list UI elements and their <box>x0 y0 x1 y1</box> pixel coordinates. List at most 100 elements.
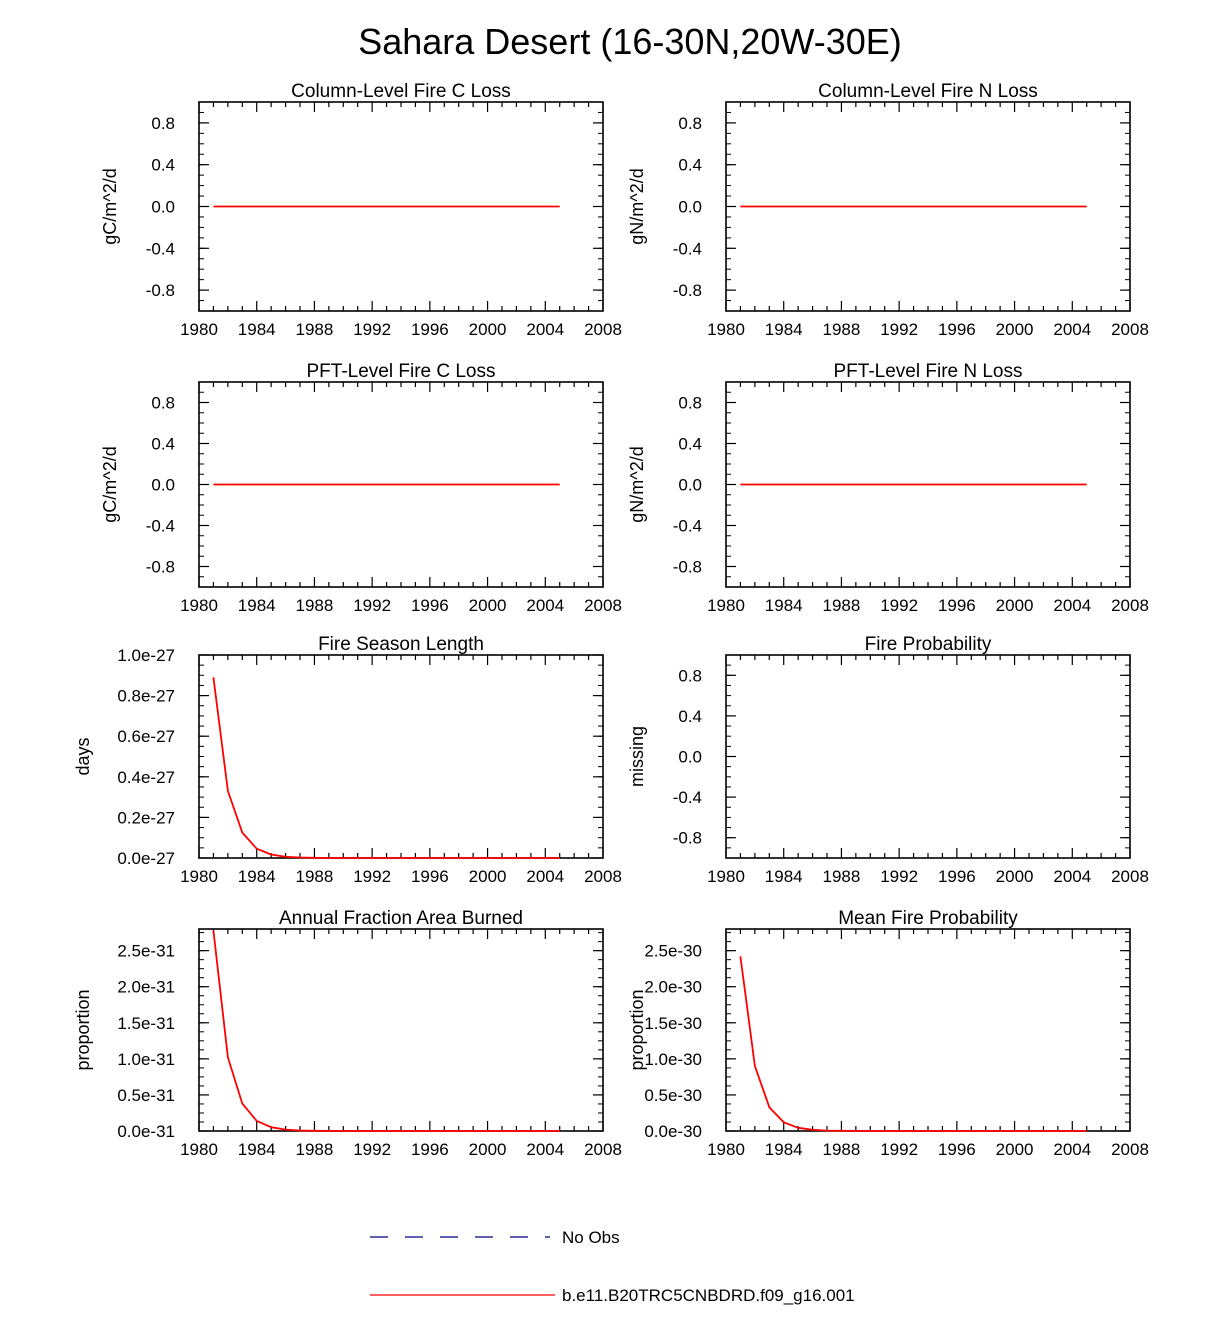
y-axis-label: proportion <box>627 989 647 1070</box>
x-tick-label: 1988 <box>296 1140 334 1159</box>
y-tick-label: 2.5e-31 <box>117 942 175 961</box>
x-tick-label: 1980 <box>707 596 745 615</box>
x-tick-label: 2000 <box>469 596 507 615</box>
x-tick-label: 1992 <box>880 1140 918 1159</box>
series-line-model <box>212 930 560 1132</box>
y-tick-label: 0.4 <box>678 707 702 726</box>
x-tick-label: 1980 <box>180 867 218 886</box>
legend: No Obs b.e11.B20TRC5CNBDRD.f09_g16.001 <box>370 1228 855 1305</box>
x-tick-label: 2008 <box>1111 867 1149 886</box>
x-tick-label: 2004 <box>1053 867 1091 886</box>
y-tick-label: 0.8 <box>678 394 702 413</box>
x-tick-label: 1984 <box>765 1140 803 1159</box>
x-tick-label: 2004 <box>526 320 564 339</box>
x-tick-label: 1996 <box>938 320 976 339</box>
y-axis-label: proportion <box>73 989 93 1070</box>
x-tick-label: 1984 <box>238 867 276 886</box>
x-tick-label: 2004 <box>1053 1140 1091 1159</box>
plot-frame <box>725 654 1131 859</box>
x-tick-label: 2008 <box>584 867 622 886</box>
x-tick-label: 1984 <box>765 596 803 615</box>
panel-7: Mean Fire Probability proportion 1980 1984 1… <box>627 908 1149 1159</box>
y-tick-label: 0.6e-27 <box>117 727 175 746</box>
y-tick-label: 0.4 <box>678 435 702 454</box>
panel-5: Fire Probability missing 1980 1984 1988 1992 1… <box>627 634 1149 886</box>
x-tick-label: 1992 <box>880 320 918 339</box>
x-tick-label: 1992 <box>353 867 391 886</box>
y-tick-label: 0.0e-30 <box>644 1122 702 1141</box>
y-axis-label: gC/m^2/d <box>100 446 120 522</box>
y-tick-label: 0.8e-27 <box>117 687 175 706</box>
x-tick-label: 2004 <box>1053 596 1091 615</box>
x-tick-label: 1988 <box>296 596 334 615</box>
y-tick-label: 0.0 <box>678 198 702 217</box>
y-tick-label: 0.0e-27 <box>117 849 175 868</box>
x-tick-label: 1996 <box>411 1140 449 1159</box>
y-tick-label: 0.0 <box>678 748 702 767</box>
x-tick-label: 1988 <box>823 1140 861 1159</box>
x-tick-label: 1988 <box>823 320 861 339</box>
y-tick-label: 0.4e-27 <box>117 768 175 787</box>
x-tick-label: 1984 <box>765 867 803 886</box>
x-tick-label: 2000 <box>469 867 507 886</box>
x-tick-label: 1984 <box>238 1140 276 1159</box>
panel-4: Fire Season Length days 1980 1984 1988 1992 19… <box>73 634 622 886</box>
y-axis-label: missing <box>627 726 647 787</box>
y-axis-label: gC/m^2/d <box>100 168 120 244</box>
x-tick-label: 1996 <box>938 596 976 615</box>
x-tick-label: 1996 <box>938 867 976 886</box>
x-tick-label: 2008 <box>584 320 622 339</box>
y-axis-label: gN/m^2/d <box>627 168 647 244</box>
x-tick-label: 2004 <box>526 867 564 886</box>
figure-title: Sahara Desert (16-30N,20W-30E) <box>358 21 902 62</box>
plot-frame <box>725 928 1131 1132</box>
x-tick-label: 2004 <box>526 1140 564 1159</box>
x-tick-label: 2004 <box>1053 320 1091 339</box>
x-tick-label: 1996 <box>411 596 449 615</box>
y-tick-label: -0.8 <box>146 558 175 577</box>
y-tick-label: -0.4 <box>673 788 702 807</box>
x-tick-label: 1980 <box>180 596 218 615</box>
panel-title: Column-Level Fire N Loss <box>818 81 1038 102</box>
y-tick-label: -0.4 <box>673 517 702 536</box>
y-axis-label: days <box>73 737 93 775</box>
y-tick-label: 1.0e-31 <box>117 1050 175 1069</box>
plot-frame <box>198 654 604 859</box>
x-tick-label: 1984 <box>238 320 276 339</box>
panel-title: PFT-Level Fire C Loss <box>307 361 496 382</box>
x-tick-label: 1992 <box>880 867 918 886</box>
x-tick-label: 1980 <box>180 320 218 339</box>
x-tick-label: 2000 <box>469 320 507 339</box>
x-tick-label: 2008 <box>1111 596 1149 615</box>
y-tick-label: 2.0e-31 <box>117 978 175 997</box>
x-tick-label: 1980 <box>707 320 745 339</box>
x-tick-label: 2008 <box>1111 1140 1149 1159</box>
x-tick-label: 1980 <box>180 1140 218 1159</box>
x-tick-label: 1980 <box>707 1140 745 1159</box>
panel-title: Column-Level Fire C Loss <box>291 81 511 102</box>
x-tick-label: 2008 <box>584 596 622 615</box>
y-tick-label: 0.4 <box>151 435 175 454</box>
y-tick-label: 0.8 <box>151 394 175 413</box>
y-tick-label: 0.0 <box>678 476 702 495</box>
panel-0: Column-Level Fire C Loss gC/m^2/d 1980 1984… <box>100 81 622 339</box>
x-tick-label: 1996 <box>411 320 449 339</box>
panels: Column-Level Fire C Loss gC/m^2/d 1980 1984… <box>73 81 1149 1159</box>
panel-1: Column-Level Fire N Loss gN/m^2/d 1980 1984… <box>627 81 1149 339</box>
x-tick-label: 1980 <box>707 867 745 886</box>
panel-2: PFT-Level Fire C Loss gC/m^2/d 1980 1984 198… <box>100 361 622 615</box>
x-tick-label: 1988 <box>823 596 861 615</box>
x-tick-label: 1984 <box>238 596 276 615</box>
x-tick-label: 1988 <box>823 867 861 886</box>
x-tick-label: 1988 <box>296 867 334 886</box>
y-axis-label: gN/m^2/d <box>627 446 647 522</box>
legend-label-no-obs: No Obs <box>562 1228 620 1247</box>
y-tick-label: -0.4 <box>673 239 702 258</box>
x-tick-label: 2008 <box>1111 320 1149 339</box>
x-tick-label: 2000 <box>469 1140 507 1159</box>
x-tick-label: 1992 <box>353 1140 391 1159</box>
y-tick-label: 2.0e-30 <box>644 978 702 997</box>
panel-title: Annual Fraction Area Burned <box>279 908 523 929</box>
y-tick-label: -0.8 <box>146 281 175 300</box>
